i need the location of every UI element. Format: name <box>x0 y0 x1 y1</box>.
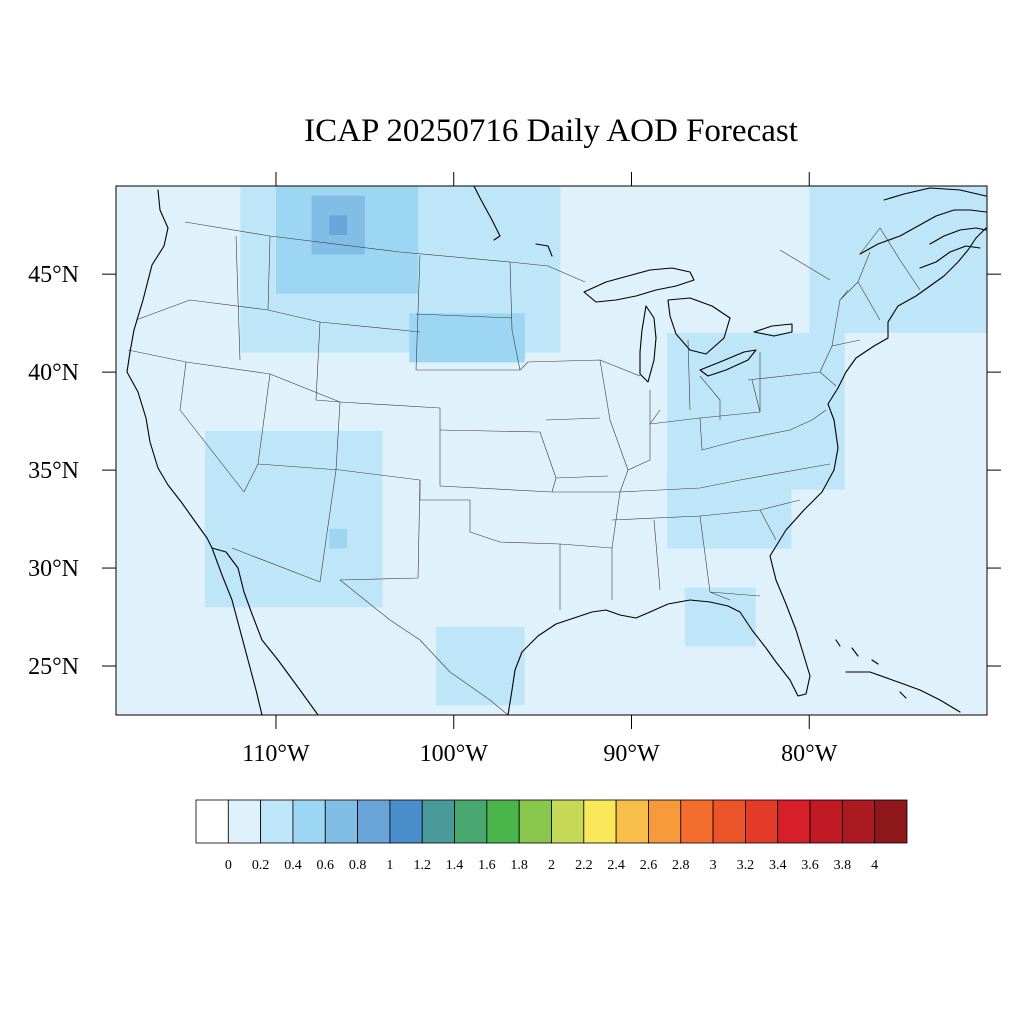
lat-tick-label: 25°N <box>28 654 79 680</box>
northern-coastline <box>473 186 987 257</box>
aod-colorbar <box>195 799 908 844</box>
colorbar-label: 4 <box>871 858 878 873</box>
map-frame <box>115 185 988 716</box>
lake-huron-shore <box>667 297 731 355</box>
atlantic-coastline <box>769 227 987 557</box>
aod-region-southwest <box>204 430 383 608</box>
colorbar-label: 1.8 <box>510 858 528 873</box>
colorbar-label: 1.6 <box>478 858 496 873</box>
colorbar-label: 3.6 <box>801 858 819 873</box>
colorbar-swatch <box>454 799 488 844</box>
border-lines-southeast <box>611 499 801 601</box>
border-lines-west <box>135 235 521 403</box>
saint-lawrence-shore <box>859 209 987 255</box>
colorbar-swatch <box>260 799 294 844</box>
map-panel <box>115 185 988 716</box>
border-lines-plains <box>439 359 641 493</box>
aod-field <box>204 186 987 706</box>
colorbar-swatch <box>227 799 262 844</box>
colorbar-label: 0.4 <box>284 858 302 873</box>
aod-region-texas-south <box>435 626 525 706</box>
colorbar-swatch <box>809 799 843 844</box>
lon-tick-label: 100°W <box>420 741 489 767</box>
baja-coastline <box>211 547 319 715</box>
coastlines <box>126 186 987 715</box>
bahamas-coastline <box>835 639 907 699</box>
lake-ontario-shore <box>753 323 793 337</box>
border-lines-northeast <box>747 251 881 431</box>
colorbar-swatch <box>648 799 682 844</box>
colorbar-label: 3.2 <box>737 858 755 873</box>
aod-region-nebraska-smoke <box>409 313 525 363</box>
border-lines-great-lakes <box>649 339 761 425</box>
colorbar-label: 0.2 <box>252 858 270 873</box>
colorbar-label: 2.4 <box>607 858 625 873</box>
aod-region-southeast <box>667 470 792 549</box>
colorbar-swatch <box>680 799 714 844</box>
colorbar-label: 3.8 <box>834 858 852 873</box>
colorbar-swatch <box>324 799 358 844</box>
colorbar-label: 2.8 <box>672 858 690 873</box>
colorbar-label: 1.4 <box>446 858 464 873</box>
figure-title: ICAP 20250716 Daily AOD Forecast <box>304 113 798 149</box>
colorbar-swatch <box>712 799 746 844</box>
aod-region-new-mexico-spot <box>329 528 348 549</box>
lat-tick-label: 40°N <box>28 360 79 386</box>
gulf-coastline <box>507 555 811 715</box>
border-lines-mountain <box>127 349 441 583</box>
colorbar-swatch <box>292 799 326 844</box>
pacific-coastline <box>126 189 263 715</box>
colorbar-label: 0.8 <box>349 858 367 873</box>
newfoundland-shore <box>919 227 987 269</box>
colorbar-swatch <box>874 799 908 844</box>
colorbar-swatch <box>389 799 423 844</box>
border-lines-mississippi <box>599 359 831 549</box>
lon-tick-label: 90°W <box>603 741 660 767</box>
colorbar-swatch <box>551 799 585 844</box>
colorbar-label: 2.6 <box>640 858 658 873</box>
lake-erie-shore <box>699 349 757 377</box>
lake-michigan-shore <box>639 305 657 383</box>
colorbar-label: 0.6 <box>317 858 335 873</box>
lat-tick-label: 35°N <box>28 458 79 484</box>
colorbar-swatch <box>777 799 811 844</box>
colorbar-label: 3.4 <box>769 858 787 873</box>
colorbar-label: 2 <box>548 858 555 873</box>
cuba-coastline <box>845 671 961 713</box>
lat-tick-label: 30°N <box>28 556 79 582</box>
border-lines-canada <box>779 227 921 291</box>
colorbar-swatch <box>357 799 391 844</box>
colorbar-swatch <box>486 799 520 844</box>
state-borders <box>127 221 921 715</box>
lake-superior-shore <box>583 267 695 303</box>
aod-region-montana-peak <box>329 215 348 235</box>
colorbar-swatch <box>583 799 617 844</box>
colorbar-label: 1 <box>386 858 393 873</box>
aod-region-gulf-florida <box>684 587 756 647</box>
aod-region-ohio-valley <box>667 332 845 490</box>
colorbar-swatch <box>615 799 649 844</box>
colorbar-swatch <box>195 799 229 844</box>
lon-tick-label: 80°W <box>781 741 838 767</box>
colorbar-label: 2.2 <box>575 858 593 873</box>
canada-us-border <box>184 221 586 283</box>
lat-tick-label: 45°N <box>28 262 79 288</box>
axis-ticks <box>102 172 1001 729</box>
colorbar-swatch <box>518 799 552 844</box>
axis-labels: 110°W 100°W 90°W 80°W 45°N 40°N 35°N 30°N 25°N <box>28 262 838 767</box>
colorbar-swatch <box>745 799 779 844</box>
colorbar-label: 0 <box>225 858 232 873</box>
colorbar-swatch <box>841 799 876 844</box>
colorbar-label: 3 <box>710 858 717 873</box>
aod-colorbar-labels: 0 0.2 0.4 0.6 0.8 1 1.2 1.4 1.6 1.8 2 2.2 2.4 2.6 2.8 3… <box>225 858 878 873</box>
colorbar-swatch <box>421 799 455 844</box>
colorbar-label: 1.2 <box>413 858 431 873</box>
lon-tick-label: 110°W <box>242 741 310 767</box>
